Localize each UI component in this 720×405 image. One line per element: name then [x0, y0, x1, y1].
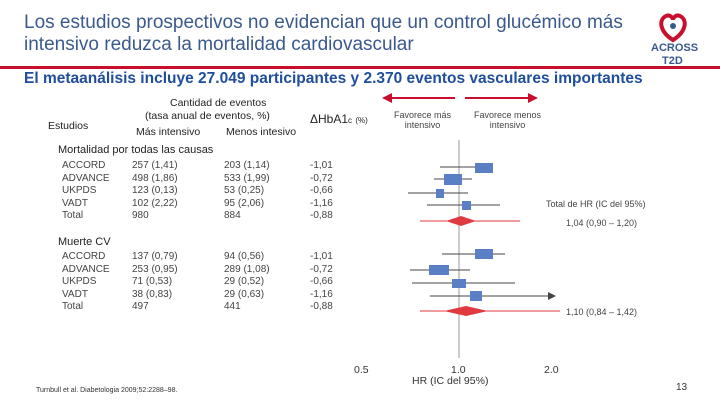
- section-title-cv-death: Muerte CV: [58, 236, 111, 248]
- effect-box-vadt-1: [462, 201, 471, 210]
- table-cell: 257 (1,41): [132, 160, 178, 171]
- citation: Turnbull et al. Diabetologia 2009;52:228…: [36, 387, 178, 394]
- table-cell: ACCORD: [62, 160, 106, 171]
- table-cell: 884: [224, 210, 241, 221]
- section1-studies: ACCORD ADVANCE UKPDS VADT Total: [62, 160, 110, 223]
- table-cell: VADT: [62, 197, 88, 209]
- section2-studies: ACCORD ADVANCE UKPDS VADT Total: [62, 251, 110, 314]
- section2-intensive: 137 (0,79) 253 (0,95) 71 (0,53) 38 (0,83…: [132, 251, 178, 314]
- header-events-line1: Cantidad de eventos: [170, 97, 267, 109]
- header-hba1c-unit: (%): [355, 116, 368, 125]
- table-cell: 289 (1,08): [224, 263, 270, 275]
- table-cell: -0,88: [310, 210, 333, 221]
- header-events-line2: (tasa anual de eventos, %): [145, 110, 270, 122]
- effect-box-ukpds-1: [436, 189, 444, 198]
- table-cell: 29 (0,63): [224, 288, 265, 300]
- across-t2d-logo: ACROSS T2D: [638, 10, 708, 70]
- section2-hba1c: -1,01 -0,72 -0,66 -1,16 -0,88: [310, 251, 333, 314]
- slide-subtitle: El metaanálisis incluye 27.049 participa…: [24, 70, 643, 87]
- logo-text-across: ACROSS: [651, 42, 699, 54]
- page-number: 13: [676, 382, 688, 393]
- table-cell: -1,16: [310, 288, 333, 300]
- table-cell: -1,01: [310, 160, 333, 171]
- table-cell: 203 (1,14): [224, 160, 270, 171]
- header-hba1c-sub: c: [348, 116, 353, 125]
- favors-more-intensive: Favorece más intensivo: [385, 110, 460, 130]
- table-cell: 53 (0,25): [224, 185, 265, 196]
- table-cell: 102 (2,22): [132, 197, 178, 209]
- table-cell: -1,01: [310, 251, 333, 262]
- table-cell: -0,66: [310, 276, 333, 287]
- favors-arrows: [382, 93, 538, 103]
- table-cell: 29 (0,52): [224, 276, 265, 287]
- table-cell: 137 (0,79): [132, 251, 178, 262]
- axis-tick-1-0: 1.0: [451, 364, 466, 376]
- section-title-all-cause: Mortalidad por todas las causas: [58, 144, 214, 156]
- section1-intensive: 257 (1,41) 498 (1,86) 123 (0,13) 102 (2,…: [132, 160, 178, 223]
- header-hba1c: ΔHbA1c (%): [310, 112, 368, 126]
- table-cell: 95 (2,06): [224, 197, 265, 209]
- table-cell: -0,72: [310, 172, 333, 184]
- section1-hba1c: -1,01 -0,72 -0,66 -1,16 -0,88: [310, 160, 333, 223]
- effect-box-vadt-2: [470, 291, 482, 301]
- table-cell: 71 (0,53): [132, 276, 173, 287]
- header-hba1c-label: ΔHbA1: [310, 112, 349, 126]
- section2-less: 94 (0,56) 289 (1,08) 29 (0,52) 29 (0,63)…: [224, 251, 270, 314]
- table-cell: -0,66: [310, 185, 333, 196]
- table-cell: 980: [132, 210, 149, 221]
- table-cell: 497: [132, 301, 149, 312]
- axis-tick-2-0: 2.0: [544, 364, 559, 376]
- table-cell: 123 (0,13): [132, 185, 178, 196]
- table-cell: 253 (0,95): [132, 263, 178, 275]
- table-cell: 498 (1,86): [132, 172, 178, 184]
- favors-more-line1: Favorece más: [393, 110, 452, 120]
- logo-text-t2d: T2D: [662, 55, 683, 67]
- axis-label: HR (IC del 95%): [412, 375, 489, 387]
- effect-box-ukpds-2: [452, 279, 466, 288]
- subtitle-divider: [0, 66, 720, 69]
- header-studies: Estudios: [48, 120, 89, 132]
- effect-box-advance-1: [444, 174, 462, 185]
- ci-arrow-vadt-2: [548, 292, 556, 300]
- table-cell: UKPDS: [62, 185, 97, 196]
- favors-less-line1: Favorece menos: [473, 110, 542, 120]
- axis-tick-0-5: 0.5: [354, 364, 369, 376]
- effect-box-accord-1: [475, 163, 493, 173]
- table-cell: Total: [62, 301, 84, 312]
- table-cell: 38 (0,83): [132, 288, 173, 300]
- table-cell: -0,88: [310, 301, 333, 312]
- table-cell: ADVANCE: [62, 263, 110, 275]
- table-cell: 533 (1,99): [224, 172, 270, 184]
- total-diamond-1: [446, 216, 476, 226]
- total-diamond-2: [444, 306, 488, 316]
- table-cell: -1,16: [310, 197, 333, 209]
- section2-total-value: 1,10 (0,84 – 1,42): [566, 307, 638, 317]
- table-cell: ACCORD: [62, 251, 106, 262]
- table-cell: 441: [224, 301, 241, 312]
- table-cell: 94 (0,56): [224, 251, 265, 262]
- table-cell: ADVANCE: [62, 172, 110, 184]
- section1-less: 203 (1,14) 533 (1,99) 53 (0,25) 95 (2,06…: [224, 160, 270, 223]
- favors-less-line2: intensivo: [489, 120, 526, 130]
- table-cell: VADT: [62, 288, 88, 300]
- effect-box-accord-2: [475, 249, 493, 259]
- slide-title: Los estudios prospectivos no evidencian …: [24, 12, 623, 55]
- table-cell: Total: [62, 210, 84, 221]
- favors-less-intensive: Favorece menos intensivo: [465, 110, 550, 130]
- section1-total-value: 1,04 (0,90 – 1,20): [566, 218, 638, 228]
- heart-logo-icon: [659, 13, 687, 43]
- header-less-intensive: Menos intesivo: [226, 126, 297, 138]
- table-cell: -0,72: [310, 263, 333, 275]
- favors-more-line2: intensivo: [404, 120, 441, 130]
- effect-box-advance-2: [429, 265, 449, 275]
- header-more-intensive: Más intensivo: [136, 126, 201, 138]
- section1-total-label: Total de HR (IC del 95%): [546, 199, 646, 209]
- table-cell: UKPDS: [62, 276, 97, 287]
